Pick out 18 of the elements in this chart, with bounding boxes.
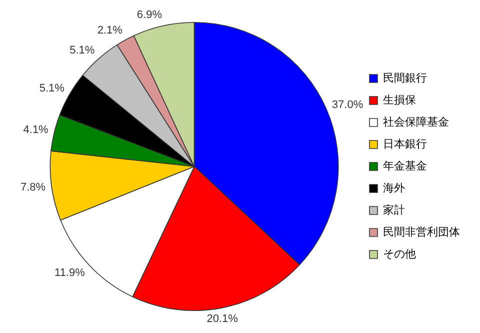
legend-label: その他 [383, 247, 416, 260]
legend-label: 日本銀行 [383, 137, 427, 150]
legend-label: 社会保障基金 [383, 115, 449, 128]
data-label: 20.1% [206, 312, 238, 325]
legend-label: 民間銀行 [383, 71, 427, 84]
data-label: 7.8% [20, 182, 46, 194]
legend-label: 年金基金 [383, 159, 427, 172]
data-label: 5.1% [39, 82, 65, 95]
legend-label: 家計 [383, 203, 405, 216]
data-label: 11.9% [54, 266, 86, 279]
data-label: 5.1% [70, 44, 95, 56]
legend-label: 生損保 [383, 93, 416, 106]
legend-label: 民間非営利団体 [383, 225, 460, 238]
data-label: 37.0% [332, 98, 364, 111]
data-label: 6.9% [136, 9, 162, 22]
data-label: 2.1% [97, 24, 123, 36]
data-label: 4.1% [23, 124, 49, 136]
legend-label: 海外 [383, 181, 405, 194]
